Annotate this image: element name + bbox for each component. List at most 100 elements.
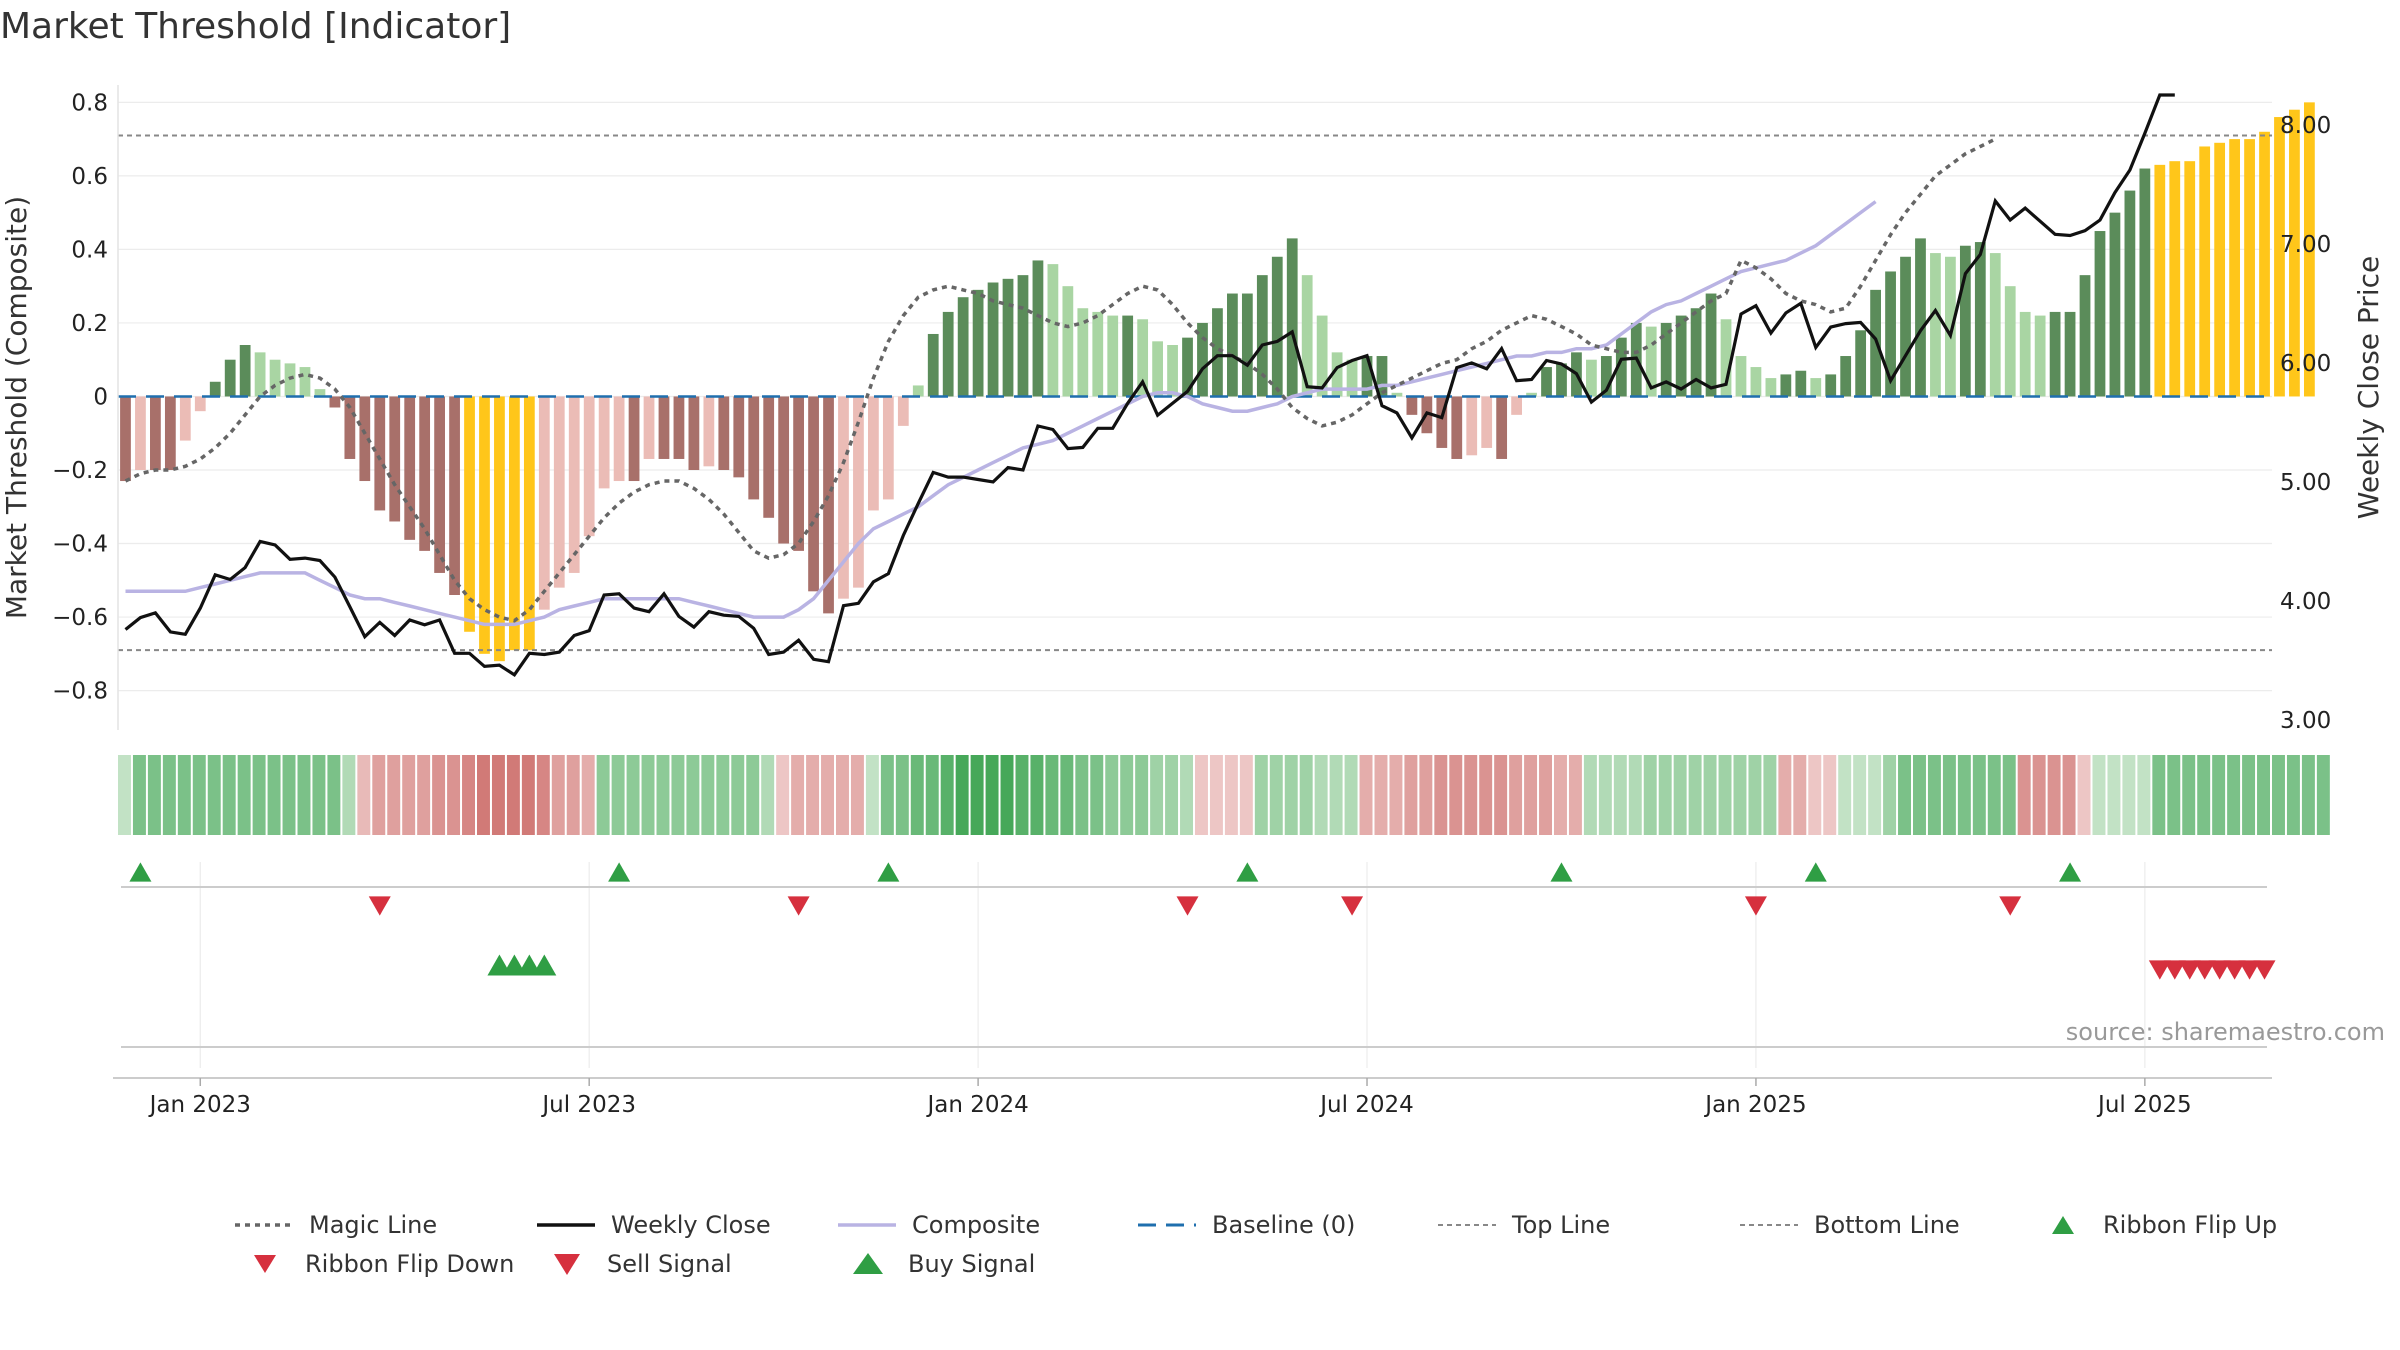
ribbon-cell: [671, 755, 685, 835]
ribbon-cell: [147, 755, 161, 835]
ribbon-flip-down-marker: [1999, 896, 2022, 916]
sell-signal-marker: [2163, 960, 2186, 980]
composite-bar: [419, 396, 431, 551]
legend-item-baseline: Baseline (0): [1138, 1211, 1355, 1239]
ribbon-cell: [880, 755, 894, 835]
composite-bar: [2109, 212, 2121, 397]
ribbon-cell: [2182, 755, 2196, 835]
ribbon-cell: [1120, 755, 1134, 835]
ribbon-cell: [2047, 755, 2061, 835]
ribbon-cell: [1524, 755, 1538, 835]
composite-bar: [1152, 341, 1163, 397]
composite-bar: [344, 396, 356, 459]
source-credit: source: sharemaestro.com: [2066, 1018, 2385, 1046]
ribbon-cell: [1718, 755, 1732, 835]
ribbon-cell: [2062, 755, 2076, 835]
composite-bar: [164, 396, 176, 470]
axes: 0.8 0.6 0.4 0.2 0 −0.2 −0.4 −0.6 −0.8 Market Thre…: [0, 85, 2385, 734]
left-tick-label: 0.8: [71, 90, 108, 116]
ribbon-cell: [1494, 755, 1508, 835]
ribbon-cell: [402, 755, 416, 835]
composite-bar: [613, 396, 625, 482]
ribbon-cell: [357, 755, 371, 835]
composite-bar: [823, 396, 834, 614]
ribbon-cell: [1628, 755, 1642, 835]
ribbon-cell: [1987, 755, 2001, 835]
composite-bar: [1690, 308, 1702, 397]
legend-item-weekly: Weekly Close: [537, 1211, 771, 1239]
ribbon-cell: [1808, 755, 1822, 835]
legend-item-top: Top Line: [1438, 1211, 1610, 1239]
ribbon-cell: [1000, 755, 1014, 835]
ribbon-flip-up-marker: [1804, 862, 1827, 882]
x-tick-label: Jan 2024: [925, 1092, 1028, 1118]
ribbon-flip-down-marker: [1744, 896, 1767, 916]
ribbon-cell: [2077, 755, 2091, 835]
ribbon-cell: [1015, 755, 1029, 835]
ribbon-cell: [1269, 755, 1283, 835]
composite-bar: [1017, 275, 1029, 397]
composite-bar: [509, 396, 520, 651]
signal-markers: [121, 862, 2276, 1068]
ribbon-cell: [1957, 755, 1971, 835]
ribbon-cell: [2002, 755, 2016, 835]
composite-bar: [733, 396, 745, 478]
ribbon-cell: [2257, 755, 2270, 835]
composite-bar: [1915, 238, 1926, 397]
composite-bar: [1002, 278, 1014, 397]
ribbon-cell: [2107, 755, 2121, 835]
sell-signal-marker: [2193, 960, 2216, 980]
composite-bar: [1451, 396, 1463, 459]
ribbon-cell: [462, 755, 475, 835]
ribbon-cell: [1898, 755, 1911, 835]
composite-bar: [2169, 161, 2181, 397]
composite-bar: [1900, 256, 1911, 397]
ribbon-cell: [1479, 755, 1493, 835]
composite-bar: [1167, 345, 1178, 397]
ribbon-cell: [910, 755, 924, 835]
ribbon-flip-up-marker: [877, 862, 900, 882]
ribbon-cell: [1239, 755, 1253, 835]
legend-swatch: [254, 1255, 276, 1273]
ribbon-cell: [1404, 755, 1418, 835]
ribbon-cell: [1942, 755, 1956, 835]
composite-bar: [972, 289, 984, 397]
ribbon-cell: [2316, 755, 2330, 835]
legend-label: Bottom Line: [1814, 1211, 1960, 1239]
composite-bar: [434, 396, 445, 573]
composite-bar: [194, 396, 206, 412]
composite-bar: [1197, 322, 1208, 397]
ribbon-cell: [2227, 755, 2241, 835]
composite-bar: [763, 396, 775, 518]
ribbon-cell: [207, 755, 221, 835]
ribbon-cell: [372, 755, 386, 835]
ribbon-cell: [432, 755, 446, 835]
ribbon-cell: [2137, 755, 2151, 835]
ribbon-flip-up-marker: [2059, 862, 2082, 882]
composite-bar: [1212, 308, 1223, 397]
ribbon-cell: [1180, 755, 1193, 835]
ribbon-cell: [985, 755, 999, 835]
composite-bar: [224, 359, 236, 397]
ribbon-cell: [2152, 755, 2166, 835]
composite-bar: [1391, 392, 1403, 397]
ribbon-cell: [955, 755, 969, 835]
composite-bar: [658, 396, 670, 459]
sell-signal-marker: [2148, 960, 2171, 980]
ribbon-cell: [1688, 755, 1702, 835]
composite-bar: [1735, 356, 1747, 397]
chart-title: Market Threshold [Indicator]: [0, 6, 511, 47]
legend: Magic Line Weekly Close Composite Baseline …: [235, 1211, 2277, 1278]
composite-bar: [2049, 311, 2061, 397]
ribbon-cell: [865, 755, 879, 835]
legend-label: Ribbon Flip Down: [305, 1250, 514, 1278]
composite-bar: [778, 396, 790, 544]
ribbon-cell: [1434, 755, 1448, 835]
ribbon-cell: [1195, 755, 1208, 835]
ribbon-cell: [1449, 755, 1463, 835]
ribbon-cell: [1913, 755, 1926, 835]
composite-bar: [209, 381, 221, 397]
composite-bar: [1795, 370, 1807, 397]
legend-label: Buy Signal: [908, 1250, 1035, 1278]
